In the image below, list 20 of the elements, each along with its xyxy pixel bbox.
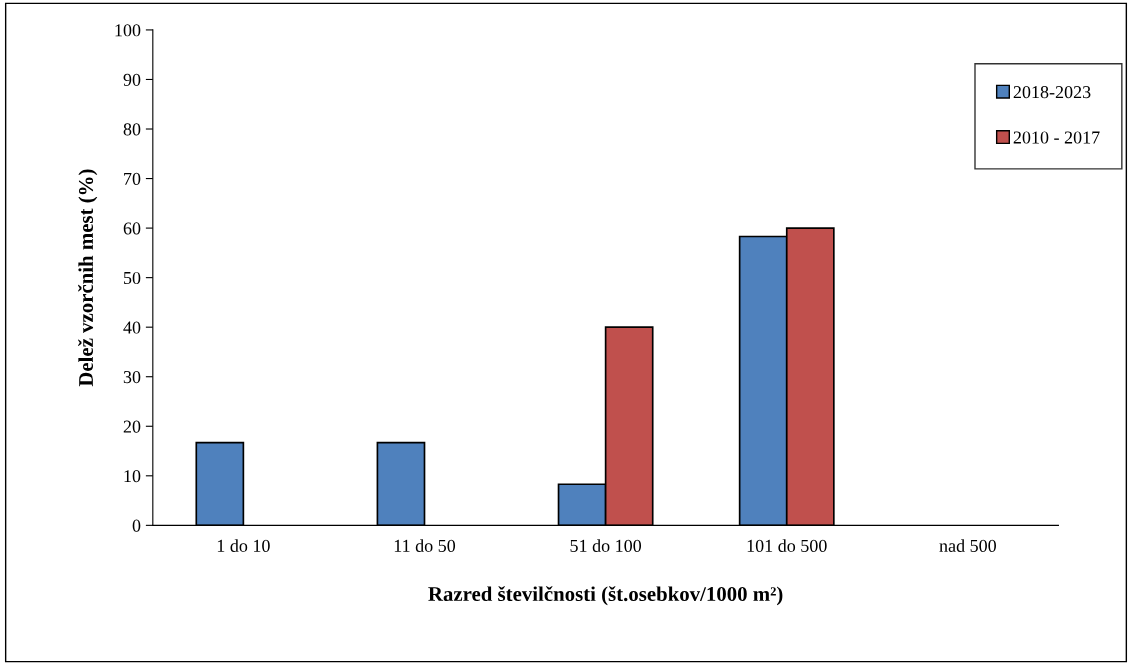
y-tick-label: 60 <box>123 222 141 235</box>
x-tick-label: 1 do 10 <box>217 539 270 552</box>
y-tick-label: 90 <box>123 73 141 86</box>
x-tick-label: nad 500 <box>939 539 996 552</box>
y-tick-label: 70 <box>124 172 141 185</box>
x-axis-title: Razred številčnosti (št.osebkov/1000 m²) <box>428 586 783 606</box>
y-tick-label: 80 <box>123 123 141 136</box>
y-tick-label: 40 <box>123 321 141 334</box>
y-tick-label: 100 <box>115 24 141 37</box>
legend-label: 2018-2023 <box>1013 86 1091 99</box>
y-tick-label: 0 <box>132 519 141 532</box>
y-tick-label: 50 <box>124 271 141 285</box>
y-tick-label: 20 <box>123 420 141 433</box>
y-tick-label: 10 <box>124 470 141 483</box>
x-tick-label: 101 do 500 <box>747 539 827 552</box>
y-tick-label: 30 <box>123 370 141 384</box>
x-tick-label: 51 do 100 <box>570 539 642 552</box>
y-axis-title: Delež vzorčnih mest (%) <box>78 169 98 387</box>
x-tick-label: 11 do 50 <box>394 539 456 552</box>
legend-label: 2010 - 2017 <box>1013 131 1100 144</box>
